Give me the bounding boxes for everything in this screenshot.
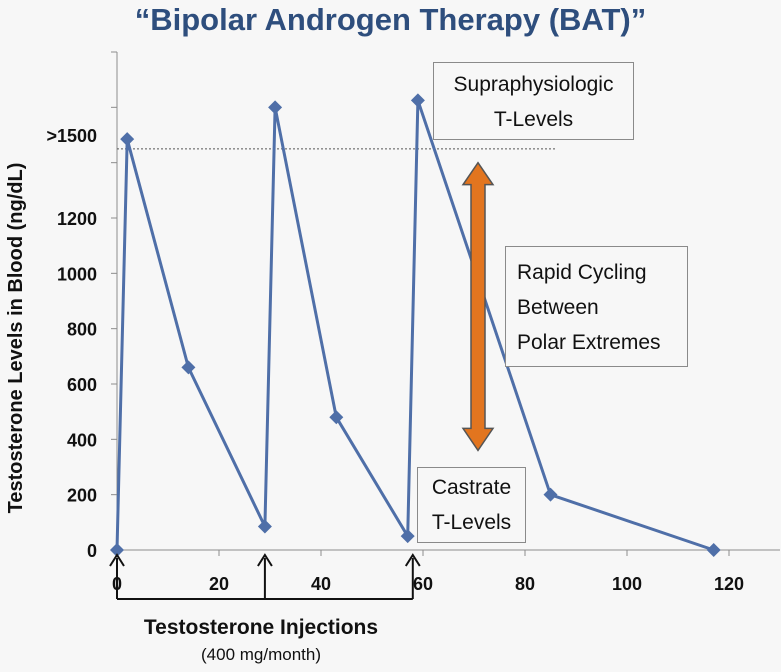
- x-tick-label: 40: [311, 574, 331, 594]
- castrate-line-2: T-Levels: [431, 511, 512, 534]
- double-arrow-group: [461, 161, 495, 452]
- x-tick-label: 120: [714, 574, 744, 594]
- injection-arrows: [109, 553, 421, 600]
- chart-title: “Bipolar Androgen Therapy (BAT)”: [134, 2, 647, 37]
- y-tick-label: 800: [67, 320, 97, 340]
- injection-arrow-head: [109, 553, 125, 567]
- y-tick-label: 400: [67, 430, 97, 450]
- supraphysiologic-callout: Supraphysiologic T-Levels: [433, 62, 634, 140]
- y-tick-label: >1500: [46, 126, 97, 146]
- y-tick-label: 1200: [57, 209, 97, 229]
- y-tick-label: 1000: [57, 264, 97, 284]
- data-point: [706, 543, 721, 557]
- data-point: [181, 360, 196, 375]
- data-point: [120, 132, 135, 147]
- injection-arrow-head: [257, 553, 273, 567]
- cycling-line-2: Between: [517, 296, 599, 319]
- cycling-line-3: Polar Extremes: [517, 331, 661, 354]
- tick-labels: 020040060080010001200>150002040608010012…: [46, 126, 744, 594]
- data-point: [110, 543, 124, 557]
- supraphysiologic-line-1: Supraphysiologic: [453, 73, 614, 96]
- x-tick-label: 80: [515, 574, 535, 594]
- castrate-callout: Castrate T-Levels: [417, 467, 526, 543]
- x-tick-label: 20: [209, 574, 229, 594]
- data-point: [410, 93, 425, 108]
- injections-label: Testosterone Injections: [143, 616, 379, 639]
- x-tick-label: 100: [612, 574, 642, 594]
- data-point: [257, 519, 272, 534]
- data-point: [543, 487, 558, 502]
- y-tick-label: 0: [87, 541, 97, 561]
- data-point: [329, 410, 344, 425]
- rapid-cycling-callout: Rapid Cycling Between Polar Extremes: [505, 246, 688, 367]
- injection-arrow-head: [404, 553, 421, 567]
- supraphysiologic-line-2: T-Levels: [493, 108, 574, 131]
- castrate-line-1: Castrate: [431, 476, 512, 499]
- y-tick-label: 600: [67, 375, 97, 395]
- y-axis-label: Testosterone Levels in Blood (ng/dL): [5, 163, 27, 514]
- data-point: [400, 529, 415, 544]
- cycling-line-1: Rapid Cycling: [517, 261, 647, 284]
- injections-sublabel: (400 mg/month): [201, 645, 321, 664]
- x-tick-label: 60: [413, 574, 433, 594]
- y-tick-label: 200: [67, 486, 97, 506]
- double-arrow: [461, 161, 495, 452]
- data-point: [268, 100, 283, 115]
